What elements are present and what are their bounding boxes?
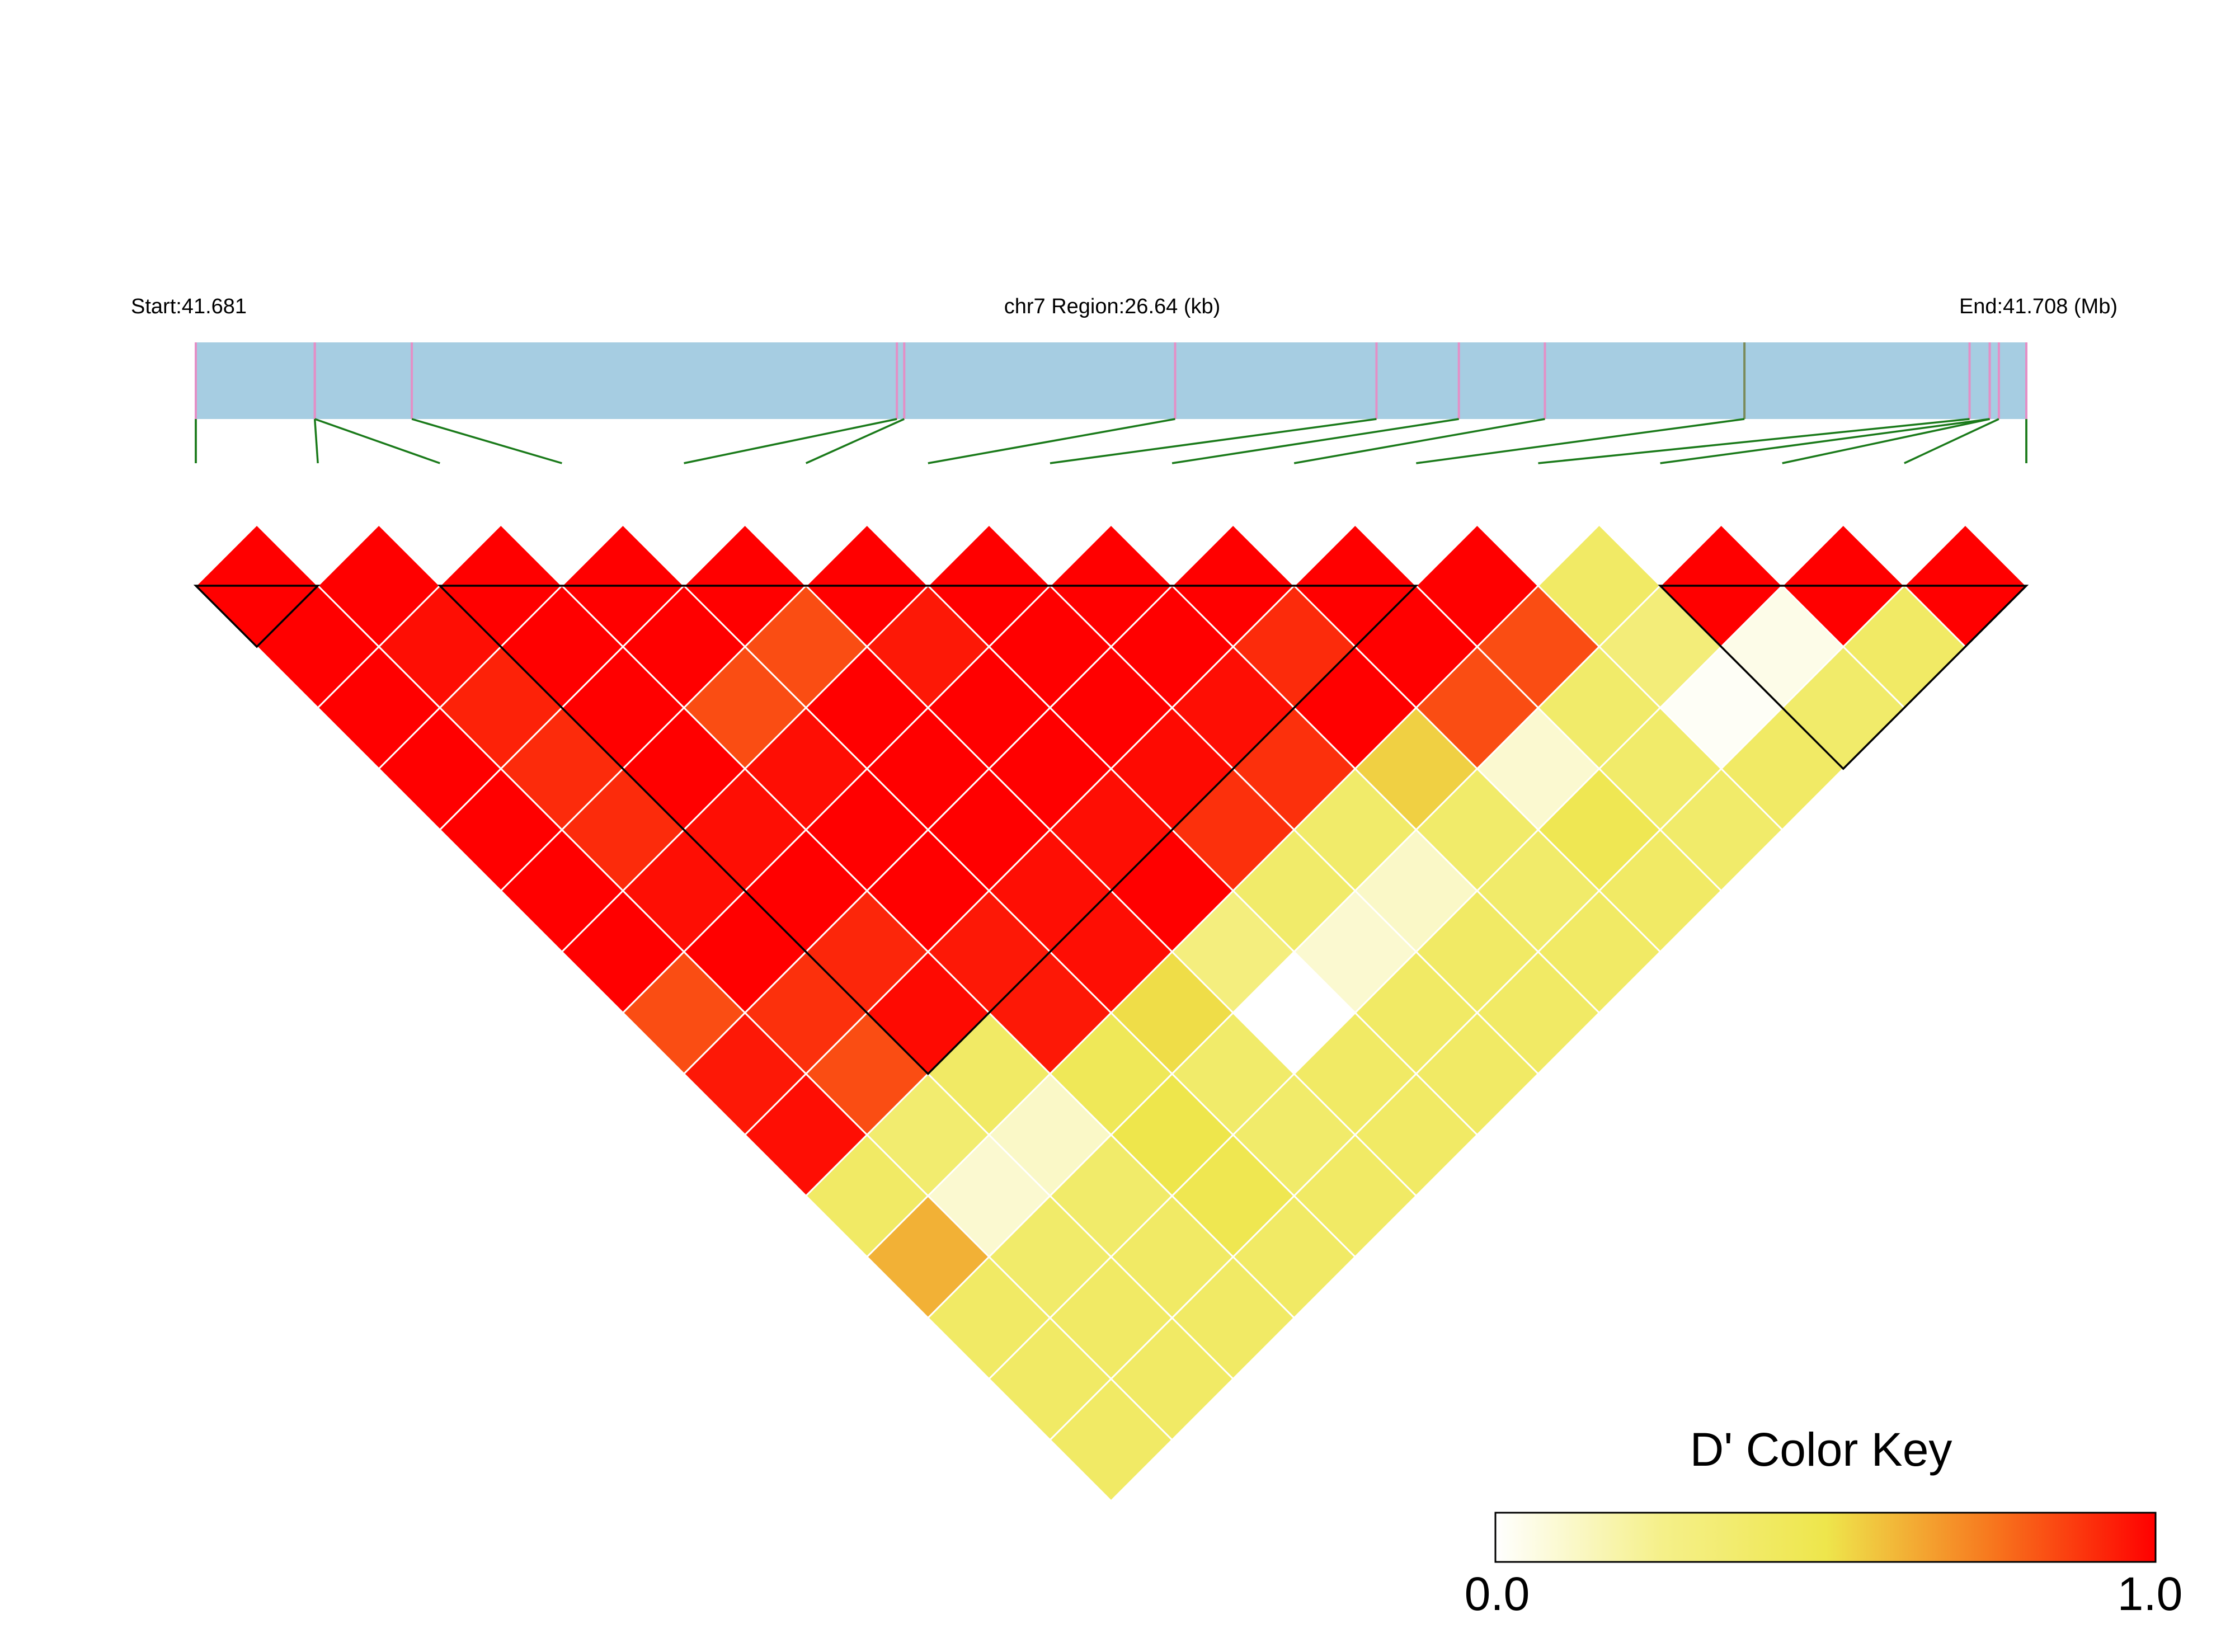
- snp-connector: [411, 418, 562, 464]
- snp-connector: [684, 418, 897, 464]
- snp-connector: [928, 418, 1175, 464]
- snp-connector: [1660, 418, 1990, 464]
- snp-connector: [1293, 418, 1545, 464]
- snp-connector: [313, 418, 319, 464]
- haplotype-block-outline: [437, 585, 1419, 1076]
- chromosome-track: [196, 342, 2026, 419]
- haplotype-block-outline: [193, 585, 321, 648]
- snp-connector: [1050, 418, 1377, 464]
- color-key-min-label: 0.0: [1465, 1568, 1530, 1620]
- end-label: End:41.708 (Mb): [1959, 295, 2118, 318]
- start-label: Start:41.681: [131, 295, 247, 318]
- snp-connector: [1904, 418, 1999, 464]
- snp-connector: [1538, 418, 1970, 464]
- snp-connectors: [195, 418, 2027, 464]
- region-label: chr7 Region:26.64 (kb): [1004, 295, 1221, 318]
- snp-connector: [1171, 418, 1459, 464]
- ld-cell: [1048, 1377, 1174, 1503]
- snp-connector: [805, 418, 905, 464]
- haplotype-block-outline: [1658, 585, 2029, 770]
- color-key-max-label: 1.0: [2118, 1568, 2183, 1620]
- snp-ticks: [195, 342, 2027, 419]
- snp-connector: [314, 418, 440, 464]
- color-key-title: D' Color Key: [1690, 1423, 1952, 1476]
- snp-connector: [1416, 418, 1745, 464]
- haplotype-blocks: [193, 585, 2029, 1076]
- snp-connector: [1782, 418, 1990, 464]
- color-key-bar: [1494, 1512, 2157, 1563]
